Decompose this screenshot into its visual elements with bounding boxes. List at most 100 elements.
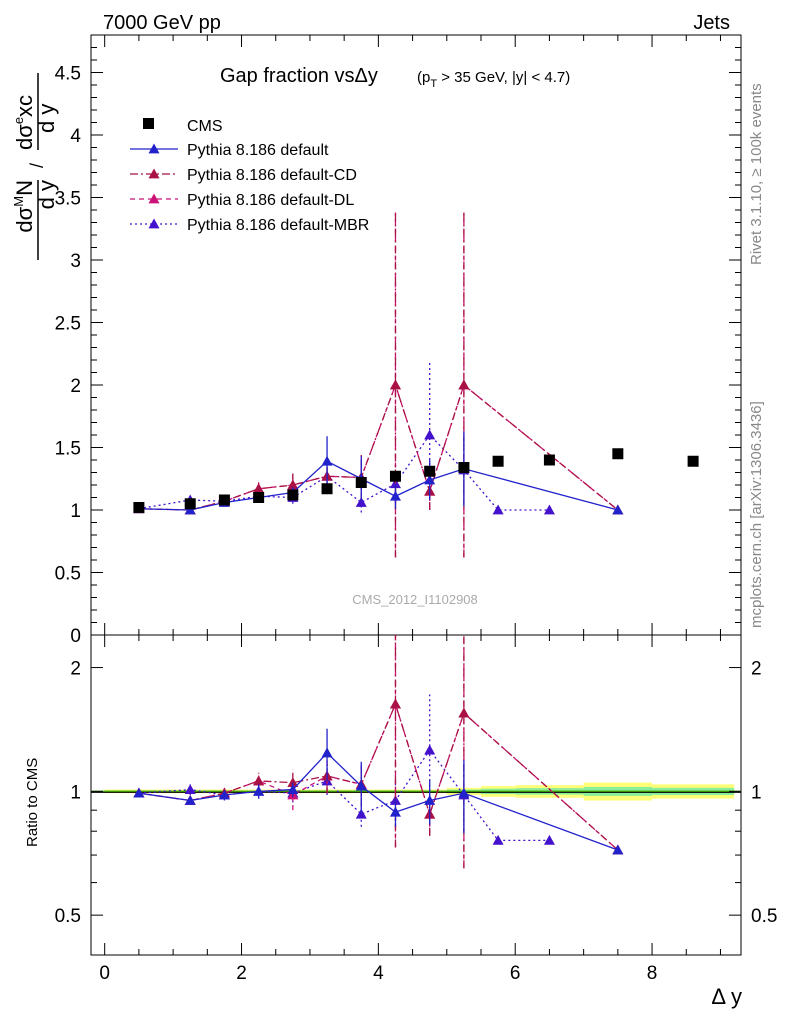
x-tick-label: 0 — [99, 963, 110, 984]
ratio-data-point — [458, 707, 470, 718]
main-data-point — [389, 490, 401, 501]
cms-data-point — [543, 454, 555, 466]
ratio-data-point — [355, 780, 367, 791]
legend-label-cms: CMS — [187, 118, 223, 135]
x-tick-label: 8 — [647, 963, 658, 984]
cms-data-point — [492, 455, 504, 467]
mcplots-label: mcplots.cern.ch [arXiv:1306.3436] — [748, 401, 765, 628]
x-tick-label: 4 — [373, 963, 384, 984]
legend-label: Pythia 8.186 default-MBR — [187, 217, 369, 234]
main-data-point — [543, 504, 555, 515]
y-tick-label: 3.5 — [55, 189, 81, 210]
cms-data-point — [218, 494, 230, 506]
x-tick-label: 6 — [510, 963, 521, 984]
ratio-data-point — [133, 787, 145, 798]
cms-data-point — [424, 465, 436, 477]
ratio-y-tick-label: 0.5 — [751, 906, 777, 927]
ratio-series-line — [138, 752, 619, 851]
y-tick-label: 1.5 — [55, 439, 81, 460]
svg-text:/: / — [27, 163, 47, 168]
y-tick-label: 0 — [70, 626, 81, 647]
rivet-label: Rivet 3.1.10, ≥ 100k events — [748, 83, 765, 265]
title-cut: (pT > 35 GeV, |y| < 4.7) — [417, 69, 570, 90]
analysis-watermark: CMS_2012_I1102908 — [352, 592, 478, 607]
main-data-point — [321, 455, 333, 466]
cms-data-point — [612, 448, 624, 460]
main-data-point — [424, 474, 436, 485]
ratio-data-point — [424, 795, 436, 805]
data-layer — [133, 212, 699, 869]
y-tick-label: 4 — [70, 126, 81, 147]
ratio-data-point — [424, 744, 436, 755]
legend-marker — [148, 218, 160, 229]
ratio-data-point — [287, 784, 299, 794]
ratio-data-point — [253, 785, 265, 796]
title-main: Gap fraction vsΔy — [220, 65, 378, 87]
ratio-y-tick-label: 2 — [70, 659, 81, 680]
main-data-point — [458, 379, 470, 390]
ratio-data-point — [253, 775, 265, 786]
ratio-panel-frame — [90, 634, 742, 956]
cms-data-point — [287, 489, 299, 501]
plot-title: Gap fraction vsΔy (pT > 35 GeV, |y| < 4.… — [220, 65, 570, 90]
ratio-y-tick-label: 2 — [751, 659, 762, 680]
main-series-line — [138, 433, 550, 511]
ratio-data-point — [287, 777, 299, 788]
ratio-series-line — [138, 702, 619, 851]
legend-marker — [148, 193, 160, 204]
x-tick-label: 2 — [236, 963, 247, 984]
header-right: Jets — [693, 12, 730, 34]
ratio-data-point — [218, 789, 230, 800]
main-data-point — [184, 504, 196, 515]
axes-layer: 0 2 4 6 8 0 0.5 1 1.5 2 2.5 3 3.5 4 4.5 0.5 0.5 1 1 2 2 — [55, 34, 777, 984]
legend-label: Pythia 8.186 default-CD — [187, 167, 357, 184]
main-data-point — [612, 504, 624, 515]
ratio-data-point — [389, 698, 401, 709]
cms-data-point — [133, 502, 145, 513]
ratio-data-point — [184, 784, 196, 794]
ratio-series-line — [138, 702, 619, 851]
cms-data-point — [687, 455, 699, 467]
ratio-band-layer — [91, 782, 741, 801]
cms-data-point — [184, 498, 196, 510]
y-tick-label: 4.5 — [55, 64, 81, 85]
legend-label: Pythia 8.186 default-DL — [187, 192, 354, 209]
y-tick-label: 2.5 — [55, 314, 81, 335]
svg-text:dσexc: dσexc — [11, 95, 37, 150]
legend-marker — [148, 168, 160, 179]
x-axis-label: Δ y — [711, 984, 742, 1009]
cms-data-point — [458, 462, 470, 473]
ratio-y-tick-label: 1 — [70, 782, 81, 803]
cms-data-point — [355, 477, 367, 488]
main-data-point — [389, 379, 401, 390]
y-axis-label: dσMN d y / dσexc d y — [11, 73, 59, 260]
ratio-y-label: Ratio to CMS — [24, 758, 41, 847]
legend: CMS Pythia 8.186 default Pythia 8.186 defa… — [130, 118, 369, 234]
main-data-point — [355, 497, 367, 507]
legend-marker — [148, 143, 160, 154]
main-data-point — [424, 429, 436, 440]
y-tick-label: 0.5 — [55, 564, 81, 585]
main-series-line — [138, 460, 619, 511]
header-left: 7000 GeV pp — [103, 12, 221, 34]
cms-data-point — [253, 492, 265, 503]
ratio-data-point — [389, 806, 401, 817]
y-tick-label: 2 — [70, 376, 81, 397]
ratio-data-point — [612, 844, 624, 855]
cms-data-point — [321, 483, 333, 495]
ratio-data-point — [543, 834, 555, 845]
cms-data-point — [389, 470, 401, 482]
ratio-y-tick-label: 0.5 — [55, 906, 81, 927]
y-tick-label: 1 — [70, 501, 81, 522]
legend-marker-cms — [143, 118, 154, 129]
main-data-point — [253, 483, 265, 494]
ratio-y-tick-label: 1 — [751, 782, 762, 803]
ratio-data-point — [492, 834, 504, 845]
main-data-point — [287, 479, 299, 490]
main-data-point — [492, 504, 504, 515]
ratio-data-point — [458, 787, 470, 798]
ratio-data-point — [321, 747, 333, 758]
legend-label: Pythia 8.186 default — [187, 142, 329, 159]
ratio-data-point — [184, 795, 196, 805]
